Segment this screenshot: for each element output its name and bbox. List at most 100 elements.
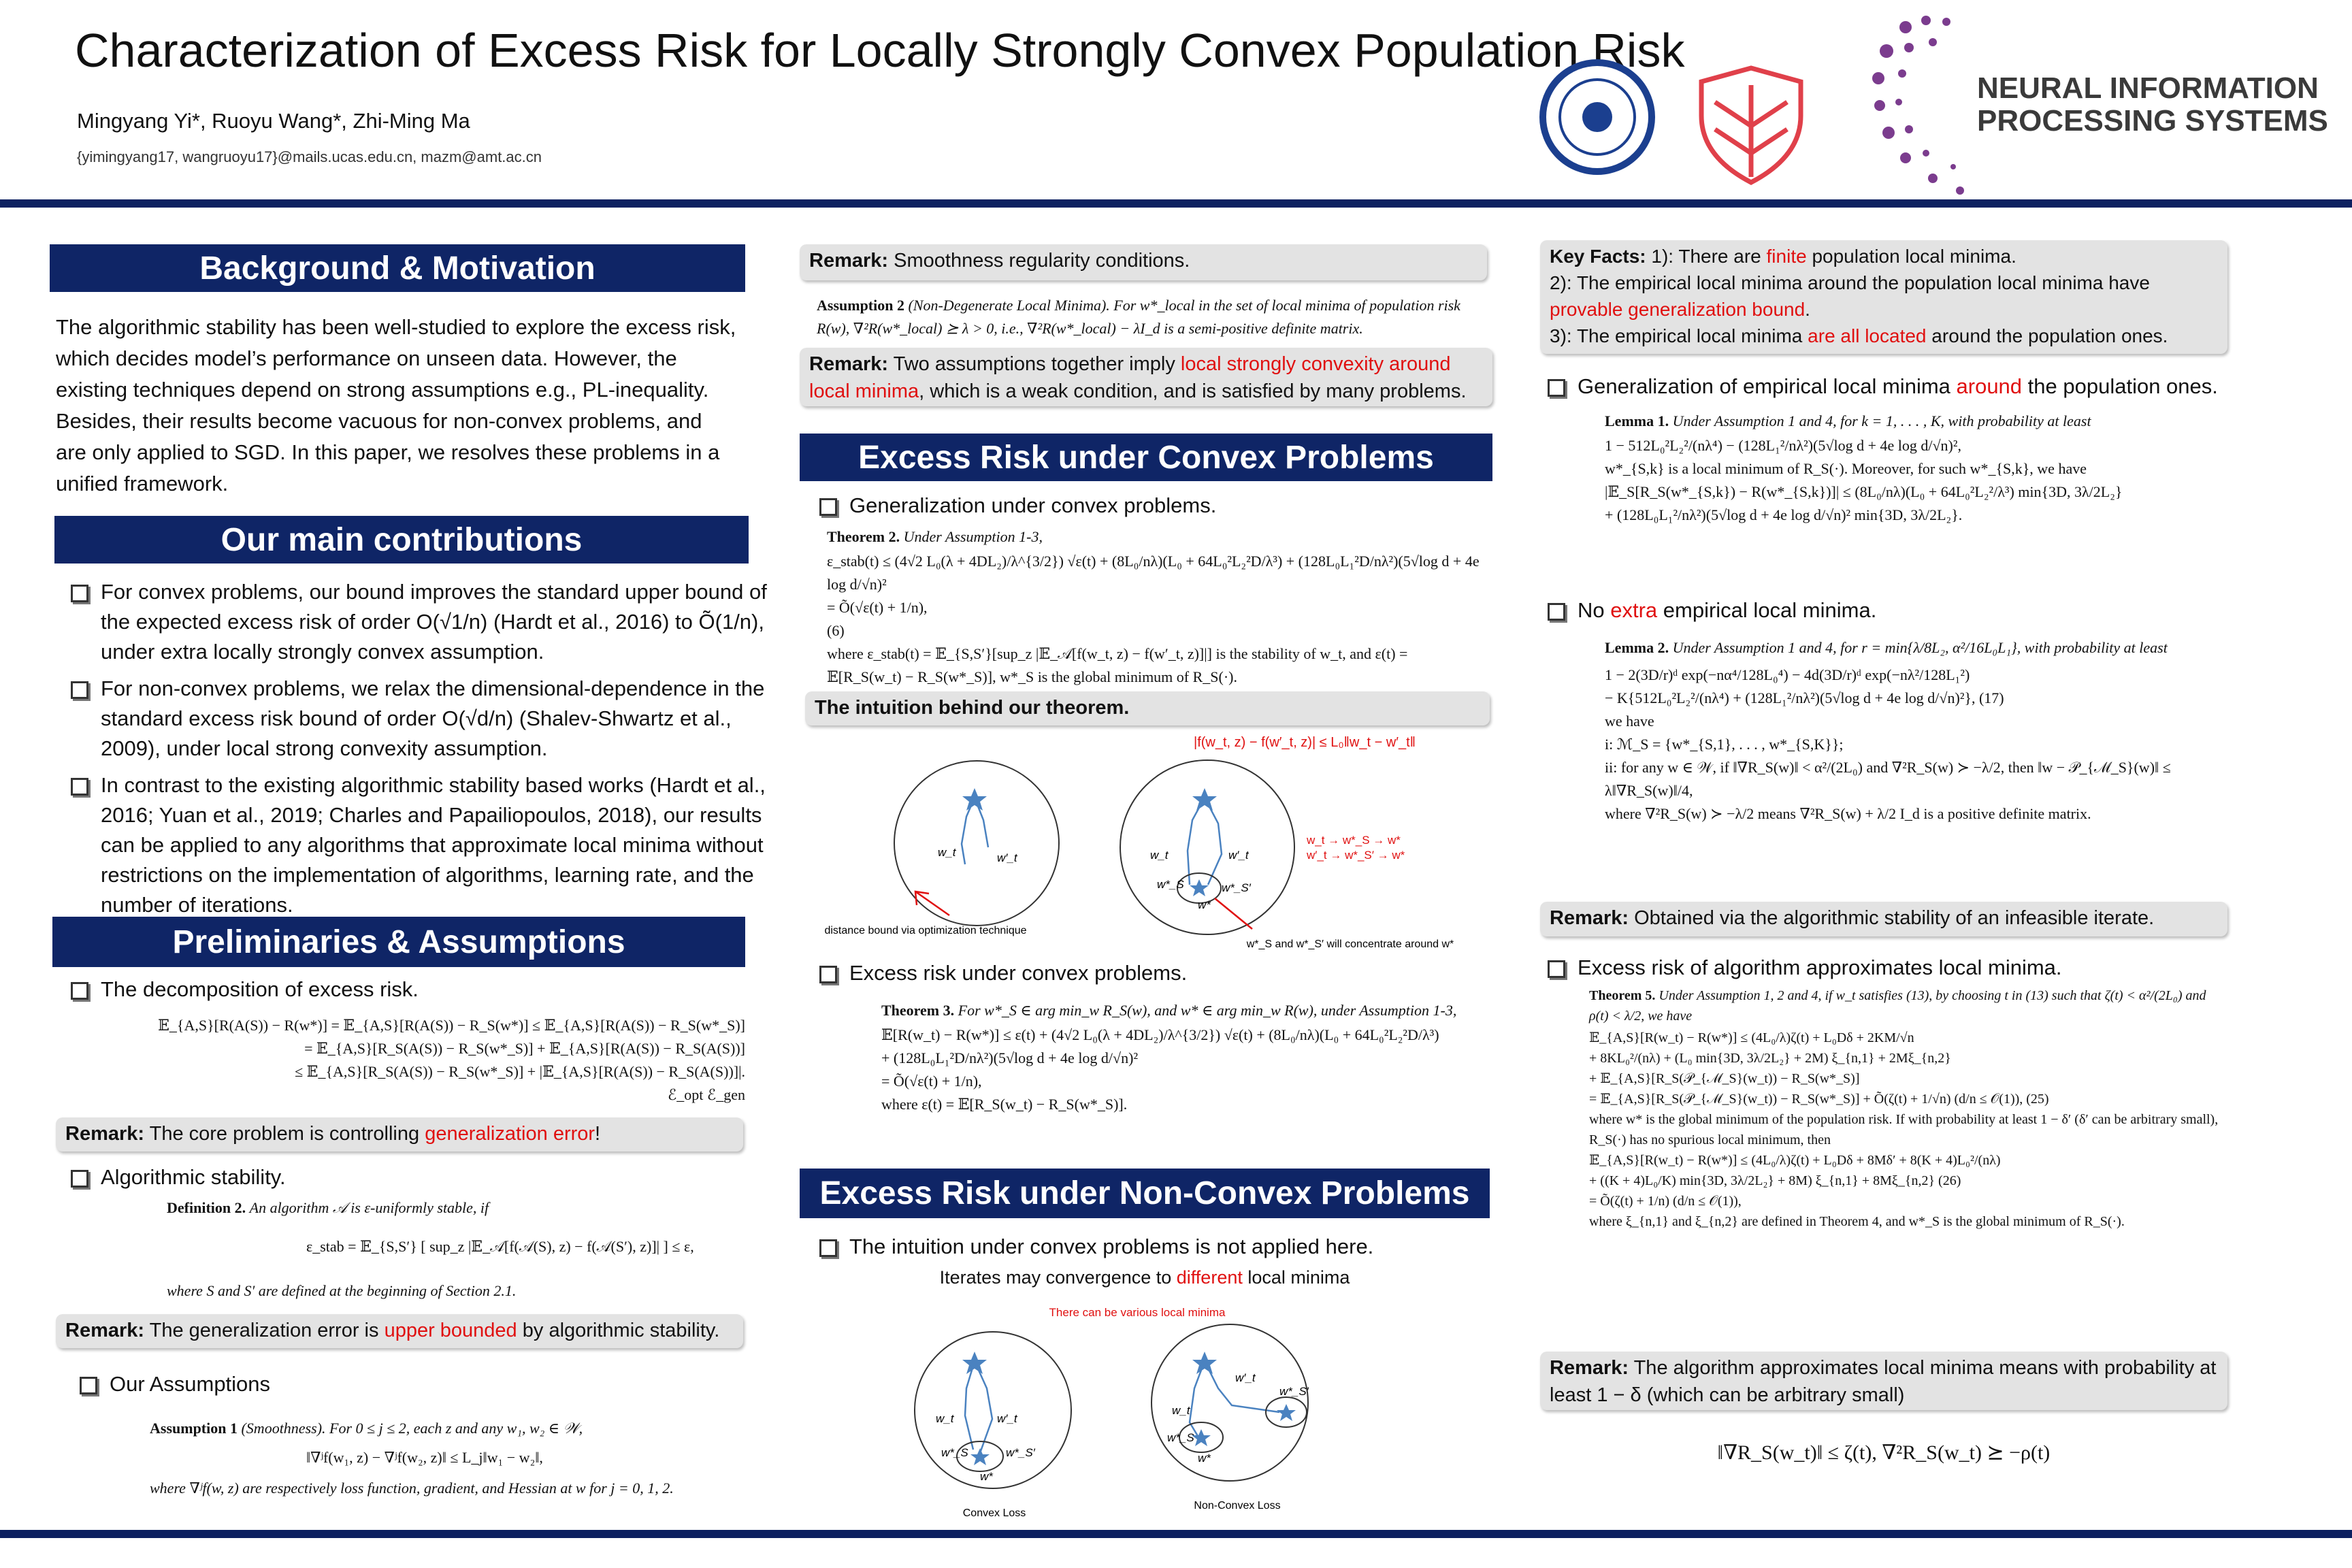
paragraph: The algorithmic stability has been well-… — [56, 315, 736, 495]
label: w*_S — [1157, 878, 1184, 891]
cas-logo-ring — [1558, 78, 1636, 156]
caption: Iterates may convergence to different lo… — [800, 1267, 1490, 1288]
loss-circle — [1151, 1324, 1309, 1482]
text: ! — [595, 1123, 601, 1145]
label: w_t — [1150, 849, 1169, 862]
cas-logo — [1539, 59, 1655, 175]
label: Theorem 3. — [881, 1002, 955, 1019]
label: w′_t — [1235, 1371, 1256, 1384]
shield-logo — [1699, 65, 1803, 185]
bullet: The decomposition of excess risk. — [56, 975, 419, 1004]
line: ε_stab(t) ≤ (4√2 L₀(λ + 4DL₂)/λ^{3/2}) √… — [827, 553, 1480, 593]
remark: Remark: The core problem is controlling … — [56, 1117, 743, 1152]
text: The algorithm approximates local minima … — [1550, 1357, 2217, 1406]
bullet: Generalization of empirical local minima… — [1533, 372, 2278, 402]
line: + 𝔼_{A,S}[R_S(𝒫_{ℳ_S}(w_t)) − R_S(w*_S)] — [1589, 1071, 1860, 1086]
text: 1): There are — [1646, 246, 1767, 267]
line: ≤ 𝔼_{A,S}[R_S(A(S)) − R_S(w*_S)] + |𝔼_{A… — [295, 1063, 745, 1080]
top-bar — [0, 199, 2352, 208]
line: w*_{S,k} is a local minimum of R_S(·). M… — [1605, 460, 2087, 477]
highlight: different — [1176, 1267, 1243, 1288]
text: , which is a weak condition, and is sati… — [919, 380, 1467, 402]
text: For w*_S ∈ arg min_w R_S(w), and w* ∈ ar… — [958, 1002, 1457, 1019]
line: where ξ_{n,1} and ξ_{n,2} are defined in… — [1589, 1214, 2125, 1229]
label: Theorem 2. — [827, 528, 900, 545]
label: w′_t — [1228, 849, 1250, 862]
text: Obtained via the algorithmic stability o… — [1629, 907, 2155, 929]
text: the population ones. — [2022, 374, 2218, 398]
line: 𝔼_{A,S}[R(A(S)) − R(w*)] = 𝔼_{A,S}[R(A(S… — [158, 1017, 745, 1034]
text: Smoothness regularity conditions. — [894, 250, 1190, 272]
label: w*_S′ — [1279, 1385, 1309, 1398]
remark-label: Remark: — [65, 1320, 145, 1341]
section-heading: Excess Risk under Convex Problems — [800, 434, 1492, 481]
highlight: upper bounded — [384, 1320, 517, 1341]
formula: 𝔼[R(w_t) − R(w*)] ≤ ε(t) + (4√2 L₀(λ + 4… — [881, 1024, 1487, 1116]
authors: Mingyang Yi*, Ruoyu Wang*, Zhi-Ming Ma — [77, 109, 470, 133]
text: 3): The empirical local minima — [1550, 325, 1808, 346]
line: + 8KL₀²/(nλ) + (L₀ min{3D, 3λ/2L₂} + 2M)… — [1589, 1051, 1951, 1066]
label: w* — [1198, 1452, 1211, 1465]
theorem: Theorem 3. For w*_S ∈ arg min_w R_S(w), … — [881, 999, 1487, 1022]
fig-caption: Convex Loss — [963, 1507, 1026, 1519]
line: = Õ(ζ(t) + 1/n) (d/n ≤ 𝒪(1)), — [1589, 1194, 1742, 1209]
section-heading: Preliminaries & Assumptions — [52, 917, 745, 967]
text: Under Assumption 1-3, — [903, 528, 1043, 545]
section-heading: Excess Risk under Non-Convex Problems — [800, 1169, 1490, 1218]
line: + ((K + 4)L₀/K) min{3D, 3λ/2L₂} + 8M) ξ_… — [1589, 1173, 1961, 1188]
definition: Definition 2. An algorithm 𝒜 is ε-unifor… — [167, 1196, 745, 1220]
formula: ε_stab(t) ≤ (4√2 L₀(λ + 4DL₂)/λ^{3/2}) √… — [827, 550, 1480, 689]
trajectory — [964, 1360, 1280, 1454]
remark: Remark: The generalization error is uppe… — [56, 1314, 743, 1348]
bottom-bar — [0, 1530, 2352, 1538]
highlight: local strongly convexity around local mi… — [809, 353, 1451, 402]
label: Definition 2. — [167, 1199, 246, 1216]
formula: 1 − 2(3D/r)ᵈ exp(−nα⁴/128L₀⁴) − 4d(3D/r)… — [1605, 664, 2217, 826]
label: w*_S — [941, 1446, 968, 1459]
line: = 𝔼_{A,S}[R_S(A(S)) − R_S(w*_S)] + 𝔼_{A,… — [304, 1040, 745, 1057]
remark-label: Remark: — [809, 250, 889, 272]
remark-label: Remark: — [65, 1123, 145, 1145]
label: Assumption 1 — [150, 1420, 238, 1437]
text: The core problem is controlling — [149, 1123, 425, 1145]
line: 1 − 512L₀²L₂²/(nλ⁴) − (128L₁²/nλ²)(5√log… — [1605, 437, 1961, 454]
label: w*_S′ — [1222, 881, 1252, 894]
loss-circle — [1120, 760, 1295, 935]
line: 𝔼_{A,S}[R(w_t) − R(w*)] ≤ (4L₀/λ)ζ(t) + … — [1589, 1153, 2001, 1168]
remark: Remark: Obtained via the algorithmic sta… — [1540, 902, 2227, 936]
text: An algorithm 𝒜 is ε-uniformly stable, if — [249, 1199, 489, 1216]
line: where ∇²R_S(w) ≻ −λ/2 means ∇²R_S(w) + λ… — [1605, 805, 2091, 822]
text: 2): The empirical local minima around th… — [1550, 272, 2150, 293]
bullet: Our Assumptions — [65, 1369, 270, 1399]
formula: 𝔼_{A,S}[R(w_t) − R(w*)] ≤ (4L₀/λ)ζ(t) + … — [1589, 1028, 2222, 1232]
lemma: Lemma 2. Under Assumption 1 and 4, for r… — [1605, 636, 2217, 659]
fig-caption: Non-Convex Loss — [1194, 1500, 1280, 1512]
assumption: Assumption 2 (Non-Degenerate Local Minim… — [817, 294, 1470, 340]
theorem: Theorem 5. Under Assumption 1, 2 and 4, … — [1589, 985, 2222, 1026]
label: w_t — [936, 1412, 955, 1425]
theorem: Theorem 2. Under Assumption 1-3, — [827, 525, 1480, 549]
formula: ‖∇ʲf(w₁, z) − ∇ʲf(w₂, z)‖ ≤ L_j‖w₁ − w₂‖… — [306, 1449, 543, 1466]
line: + (128L₀L₁²/nλ²)(5√log d + 4e log d/√n)²… — [1605, 506, 1963, 523]
text: Under Assumption 1 and 4, for k = 1, . .… — [1672, 412, 2091, 429]
label: w*_S′ — [1006, 1446, 1036, 1459]
text: empirical local minima. — [1657, 598, 1877, 622]
highlight: extra — [1610, 598, 1658, 622]
line: 3): The empirical local minima are all l… — [1550, 323, 2218, 349]
loss-circle — [914, 1331, 1072, 1489]
line: PROCESSING SYSTEMS — [1977, 104, 2328, 137]
cas-logo-core — [1582, 102, 1612, 132]
line: − K{512L₀²L₂²/(nλ⁴) + (128L₁²/nλ²)(5√log… — [1605, 689, 2004, 706]
fig-path: w_t → w*_S → w* — [1306, 834, 1401, 847]
line: 𝔼_{A,S}[R(w_t) − R(w*)] ≤ (4L₀/λ)ζ(t) + … — [1589, 1030, 1914, 1045]
label: w_t — [938, 846, 957, 859]
remark-label: Remark: — [1550, 907, 1629, 929]
line: i: ℳ_S = {w*_{S,1}, . . . , w*_{S,K}}; — [1605, 736, 1844, 753]
line: 2): The empirical local minima around th… — [1550, 270, 2218, 323]
line: where w* is the global minimum of the po… — [1589, 1112, 2219, 1147]
neurips-logo-text: NEURAL INFORMATION PROCESSING SYSTEMS — [1977, 72, 2328, 137]
text: . — [1805, 299, 1810, 320]
remark-label: Remark: — [1550, 1357, 1629, 1379]
formula-note: where ∇ʲf(w, z) are respectively loss fu… — [150, 1480, 674, 1497]
label: w* — [980, 1470, 994, 1483]
